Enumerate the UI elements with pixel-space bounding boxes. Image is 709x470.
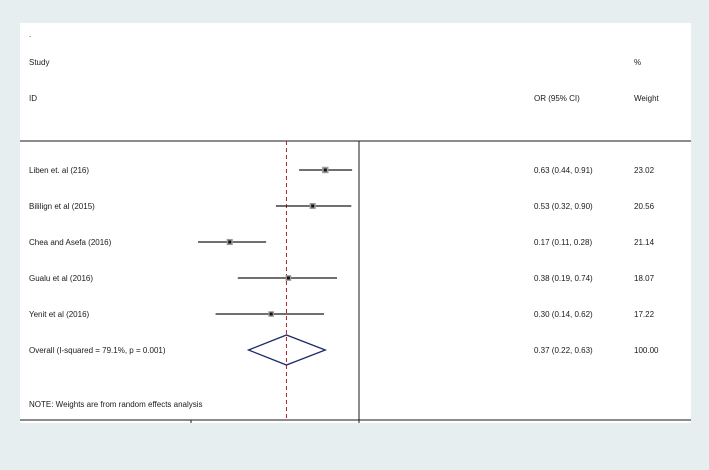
study-label: Bililign et al (2015): [29, 202, 95, 211]
study-point-marker: [269, 312, 273, 316]
study-label: Yenit et al (2016): [29, 310, 90, 319]
study-label: Gualu et al (2016): [29, 274, 93, 283]
overall-weight: 100.00: [634, 346, 659, 355]
corner-mark: .: [29, 30, 31, 39]
study-point-marker: [323, 168, 327, 172]
study-ci: 0.53 (0.32, 0.90): [534, 202, 593, 211]
forest-plot: . Study ID% Weight OR (95% CI) Liben et. al (…: [20, 30, 691, 423]
header-study: Study: [29, 58, 49, 67]
header-weight: Weight: [634, 94, 660, 103]
header-or-ci: OR (95% CI): [534, 94, 580, 103]
study-ci: 0.63 (0.44, 0.91): [534, 166, 593, 175]
study-label: Chea and Asefa (2016): [29, 238, 112, 247]
overall-label: Overall (I-squared = 79.1%, p = 0.001): [29, 346, 166, 355]
study-weight: 21.14: [634, 238, 655, 247]
header-percent: %: [634, 58, 641, 67]
overall-ci: 0.37 (0.22, 0.63): [534, 346, 593, 355]
study-ci: 0.17 (0.11, 0.28): [534, 238, 592, 247]
study-weight: 18.07: [634, 274, 655, 283]
study-point-marker: [311, 204, 315, 208]
study-weight: 17.22: [634, 310, 655, 319]
study-ci: 0.30 (0.14, 0.62): [534, 310, 593, 319]
overall-diamond: [246, 334, 328, 366]
study-label: Liben et. al (216): [29, 166, 89, 175]
study-weight: 23.02: [634, 166, 655, 175]
study-point-marker: [286, 276, 290, 280]
study-ci: 0.38 (0.19, 0.74): [534, 274, 593, 283]
study-weight: 20.56: [634, 202, 655, 211]
plot-region: . Study ID% Weight OR (95% CI) Liben et. al (…: [20, 23, 691, 423]
study-point-marker: [228, 240, 232, 244]
weights-note: NOTE: Weights are from random effects an…: [29, 400, 203, 409]
header-id: ID: [29, 94, 37, 103]
